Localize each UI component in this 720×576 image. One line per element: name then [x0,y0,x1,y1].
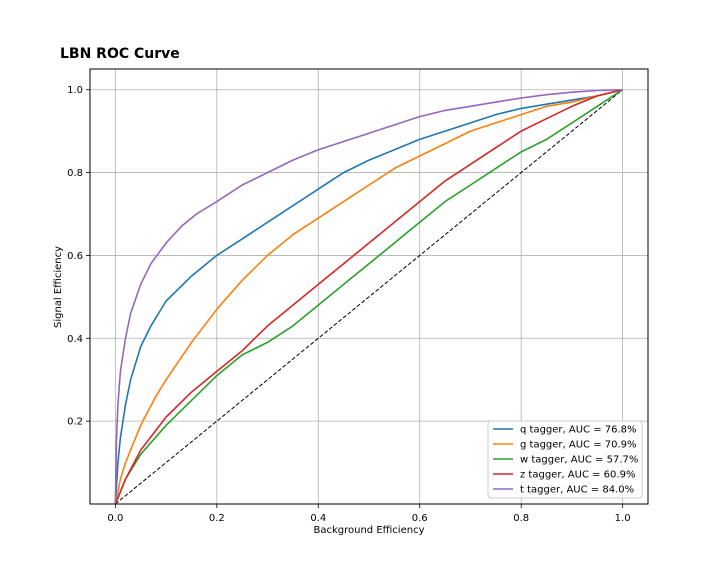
x-tick-label: 0.0 [107,513,123,524]
series-line-3 [114,88,623,505]
random-guess-line [115,89,623,505]
x-axis-label: Background Efficiency [313,525,424,536]
series-line-2 [114,89,624,505]
y-tick-label: 0.8 [67,168,83,179]
x-tick-label: 1.0 [615,513,631,524]
legend-label-3: z tagger, AUC = 60.9% [520,470,635,481]
series-line-0 [114,88,623,505]
series-lines [114,88,624,505]
chart-title: LBN ROC Curve [60,46,180,62]
x-tick-label: 0.4 [310,513,326,524]
legend-label-0: q tagger, AUC = 76.8% [520,425,637,436]
x-tick-label: 0.2 [209,513,225,524]
x-axis-ticks: 0.0 0.2 0.4 0.6 0.8 1.0 [107,504,631,524]
legend-label-4: t tagger, AUC = 84.0% [520,485,634,496]
legend: q tagger, AUC = 76.8% g tagger, AUC = 70.… [487,420,643,499]
series-line-4 [114,88,623,505]
x-tick-label: 0.8 [513,513,529,524]
reference-diagonal [115,89,623,505]
legend-label-2: w tagger, AUC = 57.7% [520,455,638,466]
y-tick-label: 0.6 [67,251,83,262]
y-tick-label: 0.2 [67,417,83,428]
x-tick-label: 0.6 [412,513,428,524]
plot-frame [89,68,649,505]
y-axis-ticks: 0.2 0.4 0.6 0.8 1.0 [67,85,90,428]
series-line-1 [114,88,623,505]
y-tick-label: 1.0 [67,85,83,96]
y-tick-label: 0.4 [67,334,83,345]
grid-lines [90,69,648,504]
legend-box [487,420,643,499]
legend-label-1: g tagger, AUC = 70.9% [520,440,637,451]
y-axis-label: Signal Efficiency [53,246,64,328]
